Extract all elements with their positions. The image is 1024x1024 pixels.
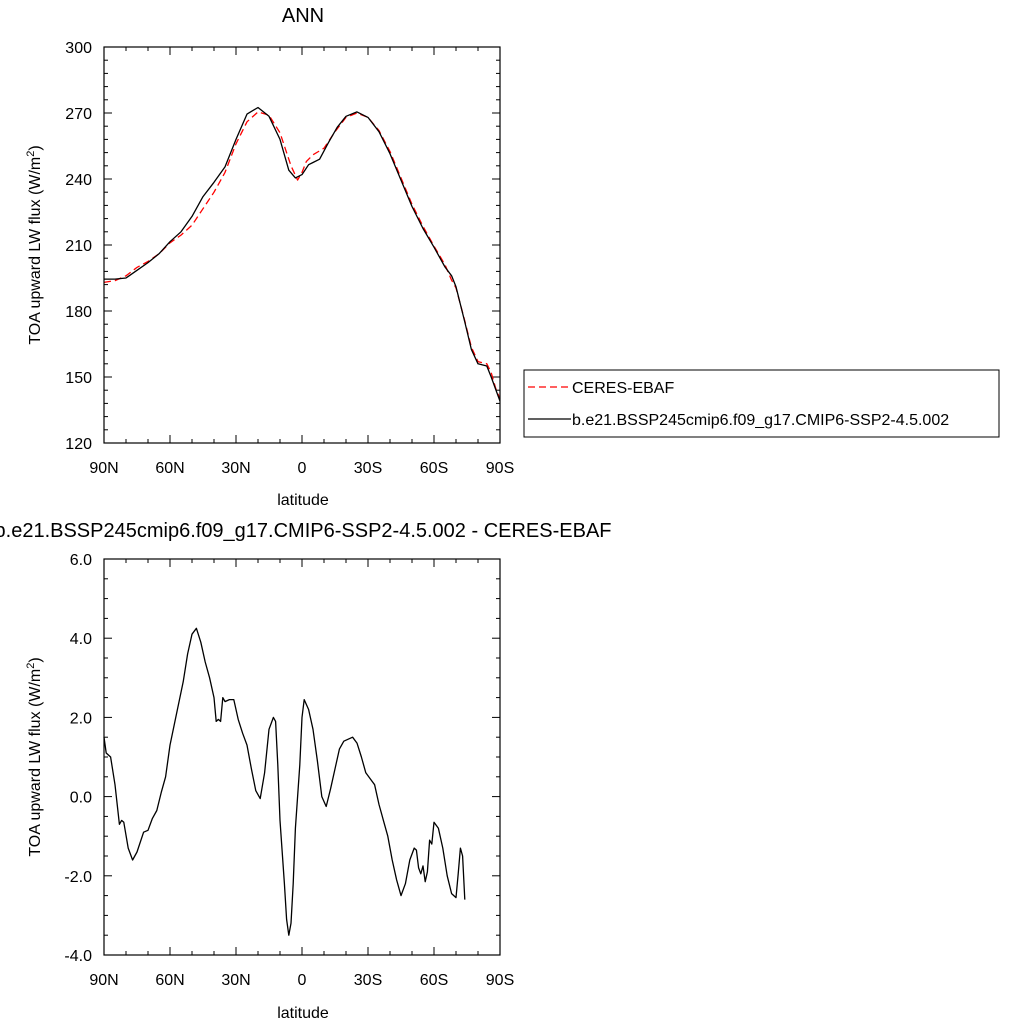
y-tick-label: -4.0 xyxy=(64,948,92,965)
bottom-series-line-0 xyxy=(103,627,466,936)
x-tick-label: 90N xyxy=(89,460,118,477)
x-tick-label: 0 xyxy=(298,972,307,989)
top-series-line-1 xyxy=(104,106,501,402)
x-tick-label: 30S xyxy=(354,972,382,989)
x-tick-label: 60N xyxy=(155,460,184,477)
y-tick-label: 4.0 xyxy=(70,631,92,648)
y-tick-label: 240 xyxy=(65,172,92,189)
y-tick-label: 6.0 xyxy=(70,552,92,569)
x-tick-label: 60S xyxy=(420,460,448,477)
bottom-chart-tick-labels: 90N 60N 30N 0 30S 60S 90S -4.0 -2.0 0.0 2.0 4.0 6.0 xyxy=(64,552,514,989)
top-chart-frame xyxy=(103,46,501,444)
y-tick-label: 2.0 xyxy=(70,710,92,727)
top-chart-y-axis-label: TOA upward LW flux (W/m2) xyxy=(25,145,44,344)
bottom-chart-ticks xyxy=(103,558,501,956)
y-tick-label: 210 xyxy=(65,238,92,255)
legend: CERES-EBAF b.e21.BSSP245cmip6.f09_g17.CM… xyxy=(523,369,1000,438)
top-chart-x-axis-label: latitude xyxy=(277,492,329,509)
bottom-chart-series xyxy=(103,627,466,936)
legend-label-model: b.e21.BSSP245cmip6.f09_g17.CMIP6-SSP2-4.… xyxy=(572,412,949,429)
top-chart-panel: ANN 90N 60N 30N 0 30S 60S 90S 120 150 180 210 240 27… xyxy=(25,5,514,509)
y-tick-label: -2.0 xyxy=(64,869,92,886)
y-tick-label: 270 xyxy=(65,106,92,123)
x-tick-label: 90N xyxy=(89,972,118,989)
x-tick-label: 90S xyxy=(486,972,514,989)
y-tick-label: 0.0 xyxy=(70,790,92,807)
top-series-line-0 xyxy=(103,111,501,400)
x-tick-label: 60N xyxy=(155,972,184,989)
bottom-chart-x-axis-label: latitude xyxy=(277,1005,329,1022)
bottom-chart-frame xyxy=(103,558,501,956)
top-chart-ticks xyxy=(103,46,501,444)
y-tick-label: 180 xyxy=(65,304,92,321)
x-tick-label: 90S xyxy=(486,460,514,477)
x-tick-label: 30S xyxy=(354,460,382,477)
x-tick-label: 30N xyxy=(221,460,250,477)
x-tick-label: 60S xyxy=(420,972,448,989)
legend-box xyxy=(523,369,1000,438)
top-chart-tick-labels: 90N 60N 30N 0 30S 60S 90S 120 150 180 210 240 270 300 xyxy=(65,40,514,477)
x-tick-label: 0 xyxy=(298,460,307,477)
x-tick-label: 30N xyxy=(221,972,250,989)
bottom-chart-panel: b.e21.BSSP245cmip6.f09_g17.CMIP6-SSP2-4.… xyxy=(0,520,611,1022)
top-chart-title: ANN xyxy=(282,5,324,27)
y-tick-label: 150 xyxy=(65,370,92,387)
legend-label-ceres-ebaf: CERES-EBAF xyxy=(572,380,674,397)
y-tick-label: 300 xyxy=(65,40,92,57)
bottom-chart-title: b.e21.BSSP245cmip6.f09_g17.CMIP6-SSP2-4.… xyxy=(0,520,611,542)
top-chart-series xyxy=(103,106,501,402)
y-tick-label: 120 xyxy=(65,436,92,453)
bottom-chart-y-axis-label: TOA upward LW flux (W/m2) xyxy=(25,657,44,856)
